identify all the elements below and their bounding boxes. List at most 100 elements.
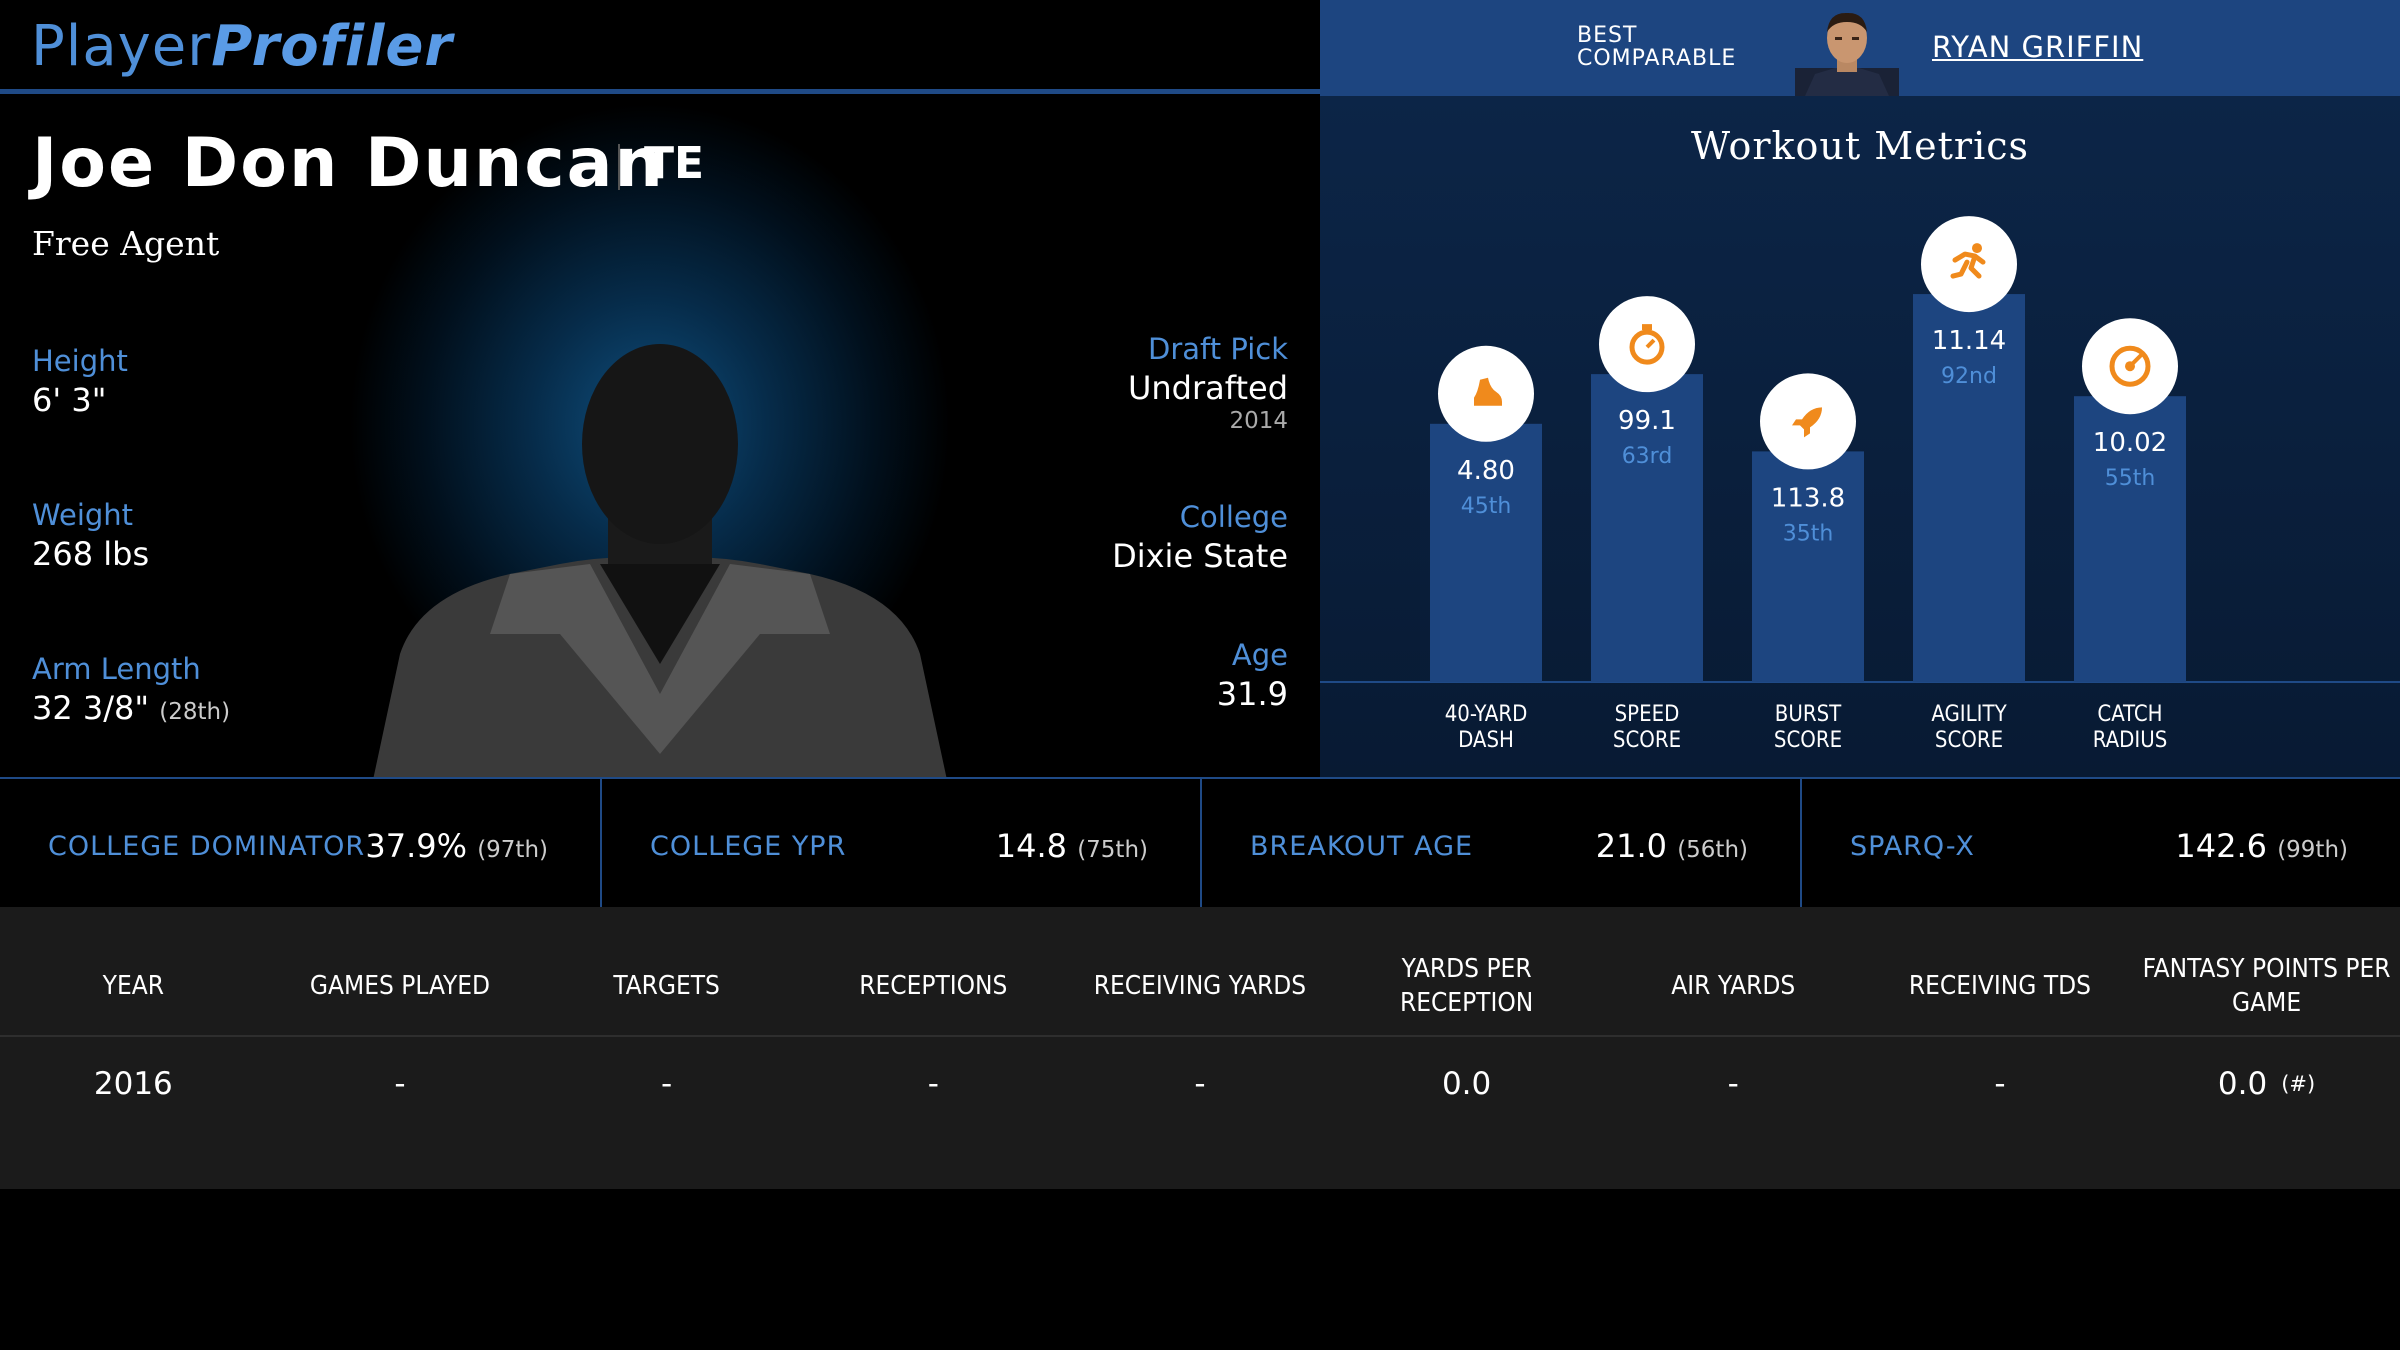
bar-percentile-label: 35th [1783,521,1834,546]
page-footer-space [0,1189,2400,1350]
bar-value-label: 4.80 [1457,456,1515,486]
metric-rank: (99th) [2277,837,2348,863]
metric-value: 14.8 (75th) [996,827,1148,865]
fantasy-points-value: 0.0 [2217,1066,2268,1102]
chart-bar [1752,451,1864,682]
arm-length-rank: (28th) [159,699,231,725]
category-tick-label: 40-YARD [1445,702,1528,727]
category-tick-label: SPEED [1615,702,1680,727]
height-value: 6' 3" [32,381,107,419]
brand-logo[interactable]: PlayerProfiler [31,12,453,82]
table-cell-receptions: - [927,1066,939,1102]
advanced-metrics-strip: COLLEGE DOMINATOR 37.9% (97th) COLLEGE Y… [0,777,2400,907]
bar-value-label: 99.1 [1618,406,1676,436]
column-header-year[interactable]: YEAR [102,971,164,1001]
category-tick-label: RADIUS [2093,728,2168,753]
player-name: Joe Don Duncan [32,124,665,203]
player-position: TE [644,138,705,189]
metric-number: 21.0 [1595,827,1668,865]
player-profile-panel: Joe Don Duncan TE Free Agent Height 6' 3… [0,94,1320,777]
player-silhouette-image [373,344,947,777]
bar-percentile-label: 63rd [1622,444,1673,469]
column-header-receiving-tds[interactable]: RECEIVING TDS [1908,971,2091,1001]
category-tick-label: BURST [1775,702,1842,727]
column-header-fantasy-points-per-game[interactable]: FANTASY POINTS PER GAME [2142,954,2391,1018]
metric-rank: (56th) [1677,837,1748,863]
arm-length-stat: Arm Length 32 3/8" (28th) [32,650,230,732]
best-comparable-link[interactable]: RYAN GRIFFIN [1932,30,2144,64]
metric-icon-circle [1599,296,1695,393]
rocket-icon [1792,407,1822,438]
column-header-receptions[interactable]: RECEPTIONS [859,971,1008,1001]
metric-number: 14.8 [995,827,1068,865]
metric-label: BREAKOUT AGE [1250,831,1474,862]
column-header-targets[interactable]: TARGETS [613,971,720,1001]
shoe-icon [1474,377,1502,406]
table-cell-receiving-yards: - [1194,1066,1206,1102]
bar-value-label: 113.8 [1771,483,1845,513]
bar-percentile-label: 45th [1461,494,1512,519]
metric-label: COLLEGE YPR [650,831,847,862]
age-label: Age [1231,638,1288,672]
target-icon [2109,345,2151,387]
column-header-receiving-yards[interactable]: RECEIVING YARDS [1093,971,1307,1001]
best-comparable-label: BEST COMPARABLE [1577,24,1736,70]
arm-length-label: Arm Length [32,652,201,686]
height-label: Height [32,344,128,378]
draft-pick-stat: Draft Pick Undrafted 2014 [1128,330,1288,434]
bar-value-label: 11.14 [1932,326,2006,356]
best-comparable-bar: BEST COMPARABLE RYAN GRIFFIN [1320,0,2400,96]
age-stat: Age 31.9 [1217,636,1288,714]
chart-bar [2074,396,2186,682]
table-header-row: YEAR GAMES PLAYED TARGETS RECEPTIONS REC… [0,937,2400,1037]
metric-number: 37.9% [365,827,468,865]
season-stats-table: YEAR GAMES PLAYED TARGETS RECEPTIONS REC… [0,907,2400,1189]
comparable-player-avatar [1795,8,1899,96]
brand-part-2: Profiler [211,14,454,79]
metric-rank: (75th) [1077,837,1148,863]
table-cell-targets: - [661,1066,673,1102]
weight-value: 268 lbs [32,535,150,573]
metric-icon-circle [1921,216,2017,313]
bar-percentile-label: 55th [2105,466,2156,491]
chart-bar [1430,423,1542,682]
metric-number: 142.6 [2175,827,2268,865]
column-header-air-yards[interactable]: AIR YARDS [1671,971,1796,1001]
table-cell-games-played: - [394,1066,406,1102]
table-cell-fantasy-points-per-game: 0.0 (#) [2133,1039,2400,1129]
arm-length-value: 32 3/8" (28th) [32,688,230,732]
metric-value: 37.9% (97th) [365,827,548,865]
arm-length-number: 32 3/8" [32,689,150,727]
height-stat: Height 6' 3" [32,342,128,420]
workout-metrics-chart: 4.8045th40-YARDDASH99.163rdSPEEDSCORE113… [1320,216,2400,753]
category-tick-label: AGILITY [1931,702,2007,727]
metric-college-dominator: COLLEGE DOMINATOR 37.9% (97th) [0,779,600,907]
table-cell-year: 2016 [93,1066,173,1102]
column-header-yards-per-reception[interactable]: YARDS PER RECEPTION [1399,954,1534,1018]
metric-breakout-age: BREAKOUT AGE 21.0 (56th) [1200,779,1800,907]
table-cell-receiving-tds: - [1994,1066,2006,1102]
metric-label: SPARQ-X [1850,831,1975,862]
best-comparable-label-line1: BEST [1577,23,1638,48]
category-tick-label: SCORE [1935,728,2003,753]
college-stat: College Dixie State [1112,498,1288,576]
table-row: 2016 - - - - 0.0 - - 0.0 (#) [0,1039,2400,1129]
draft-pick-label: Draft Pick [1148,332,1288,366]
table-cell-yards-per-reception: 0.0 [1441,1066,1492,1102]
chart-bar [1591,374,1703,682]
chart-bar [1913,294,2025,682]
age-value: 31.9 [1216,675,1288,713]
category-tick-label: CATCH [2097,702,2162,727]
metric-value: 142.6 (99th) [2175,827,2348,865]
draft-pick-value: Undrafted [1127,369,1288,407]
name-separator [618,144,620,190]
best-comparable-label-line2: COMPARABLE [1577,46,1737,71]
fantasy-points-note: (#) [2281,1072,2316,1096]
metric-value: 21.0 (56th) [1596,827,1748,865]
metric-rank: (97th) [477,837,548,863]
header-divider [0,89,1320,94]
bar-percentile-label: 92nd [1941,364,1997,389]
runner-icon [1950,243,1986,279]
column-header-games-played[interactable]: GAMES PLAYED [309,971,491,1001]
table-cell-air-yards: - [1727,1066,1739,1102]
